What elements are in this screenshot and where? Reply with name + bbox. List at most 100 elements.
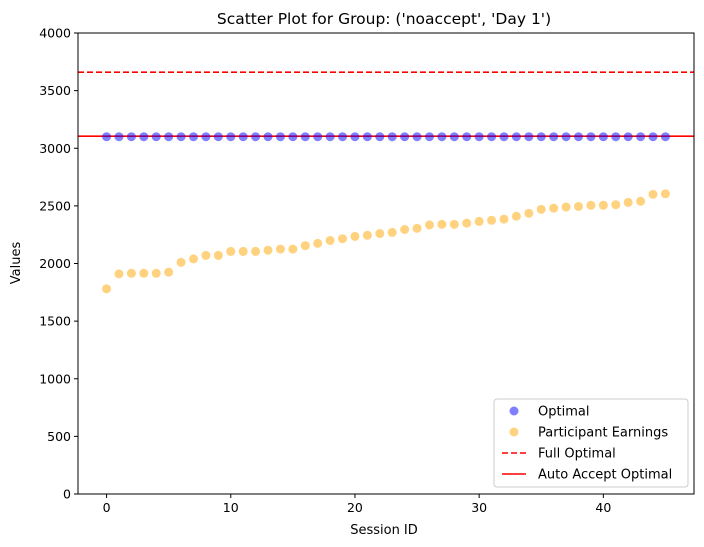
optimal-point — [288, 132, 298, 142]
earnings-point — [561, 202, 571, 212]
optimal-point — [412, 132, 422, 142]
y-tick-label: 3500 — [39, 83, 71, 98]
earnings-point — [313, 238, 323, 248]
earnings-point — [524, 208, 534, 218]
optimal-point — [139, 132, 149, 142]
earnings-point — [251, 246, 261, 256]
optimal-point — [226, 132, 236, 142]
legend-marker — [509, 427, 519, 437]
optimal-point — [387, 132, 397, 142]
earnings-point — [176, 257, 186, 267]
optimal-point — [574, 132, 583, 142]
optimal-point — [511, 132, 521, 142]
legend-label: Full Optimal — [538, 447, 616, 462]
earnings-point — [350, 231, 360, 241]
earnings-point — [412, 223, 422, 233]
earnings-point — [623, 197, 633, 207]
optimal-point — [338, 132, 348, 142]
chart-title: Scatter Plot for Group: ('noaccept', 'Da… — [217, 10, 551, 28]
optimal-point — [201, 132, 211, 142]
optimal-point — [126, 132, 136, 142]
x-tick-label: 10 — [223, 500, 239, 515]
earnings-point — [300, 241, 310, 251]
legend-optimal: Optimal — [509, 405, 589, 420]
legend-label: Participant Earnings — [538, 426, 668, 441]
y-tick-label: 1500 — [39, 314, 71, 329]
earnings-point — [536, 204, 546, 214]
earnings-point — [151, 268, 161, 278]
optimal-point — [648, 132, 658, 142]
legend-box — [493, 398, 689, 488]
optimal-point — [598, 132, 608, 142]
earnings-point — [611, 200, 621, 210]
earnings-point — [487, 215, 497, 225]
optimal-point — [362, 132, 372, 142]
earnings-point — [586, 200, 596, 210]
legend-marker — [509, 406, 519, 416]
x-axis-label: Session ID — [350, 523, 418, 538]
y-tick-label: 500 — [47, 429, 71, 444]
earnings-point — [189, 254, 198, 264]
optimal-point — [424, 132, 434, 142]
optimal-point — [325, 132, 335, 142]
optimal-point — [487, 132, 497, 142]
x-tick-label: 40 — [595, 500, 611, 515]
optimal-point — [549, 132, 559, 142]
earnings-point — [499, 214, 509, 224]
legend-full-optimal: Full Optimal — [502, 447, 616, 462]
y-tick-label: 0 — [63, 487, 71, 502]
earnings-point — [449, 219, 459, 229]
earnings-point — [375, 229, 385, 239]
earnings-point — [102, 284, 112, 294]
earnings-point — [275, 244, 285, 254]
optimal-point — [400, 132, 410, 142]
optimal-point — [189, 132, 198, 142]
legend: Optimal Participant Earnings Full Optimal A… — [493, 398, 689, 488]
y-tick-label: 4000 — [39, 26, 71, 41]
optimal-point — [114, 132, 124, 142]
earnings-point — [400, 225, 410, 235]
optimal-point — [313, 132, 323, 142]
optimal-point — [102, 132, 112, 142]
earnings-point — [238, 246, 248, 256]
optimal-point — [164, 132, 174, 142]
axis-ticks: 0 10 20 30 40 0 500 1000 1500 2000 2500 3000 3500 400… — [39, 26, 611, 516]
x-tick-label: 30 — [471, 500, 487, 515]
legend-auto-accept-optimal: Auto Accept Optimal — [502, 468, 672, 483]
earnings-point — [338, 234, 348, 244]
earnings-point — [325, 235, 335, 245]
optimal-point — [151, 132, 161, 142]
earnings-point — [288, 244, 298, 254]
optimal-point — [251, 132, 261, 142]
earnings-point — [462, 218, 472, 228]
optimal-point — [586, 132, 596, 142]
y-tick-label: 1000 — [39, 371, 71, 386]
optimal-point — [350, 132, 360, 142]
optimal-point — [375, 132, 385, 142]
earnings-point — [636, 196, 646, 206]
earnings-point — [387, 227, 397, 237]
earnings-point — [263, 245, 273, 255]
y-tick-label: 3000 — [39, 141, 71, 156]
y-tick-label: 2000 — [39, 256, 71, 271]
earnings-point — [511, 211, 521, 221]
optimal-point — [660, 132, 670, 142]
optimal-point — [238, 132, 248, 142]
earnings-point — [126, 268, 136, 278]
earnings-point — [474, 216, 484, 226]
optimal-point — [275, 132, 285, 142]
optimal-point — [636, 132, 646, 142]
optimal-point — [263, 132, 273, 142]
optimal-point — [524, 132, 534, 142]
y-tick-label: 2500 — [39, 198, 71, 213]
earnings-point — [424, 220, 434, 230]
x-tick-label: 20 — [347, 500, 363, 515]
plot-marks — [78, 71, 694, 294]
optimal-point — [561, 132, 571, 142]
optimal-point — [437, 132, 447, 142]
earnings-point — [164, 267, 174, 277]
earnings-point — [598, 200, 608, 210]
optimal-point — [499, 132, 509, 142]
earnings-point — [213, 250, 223, 260]
